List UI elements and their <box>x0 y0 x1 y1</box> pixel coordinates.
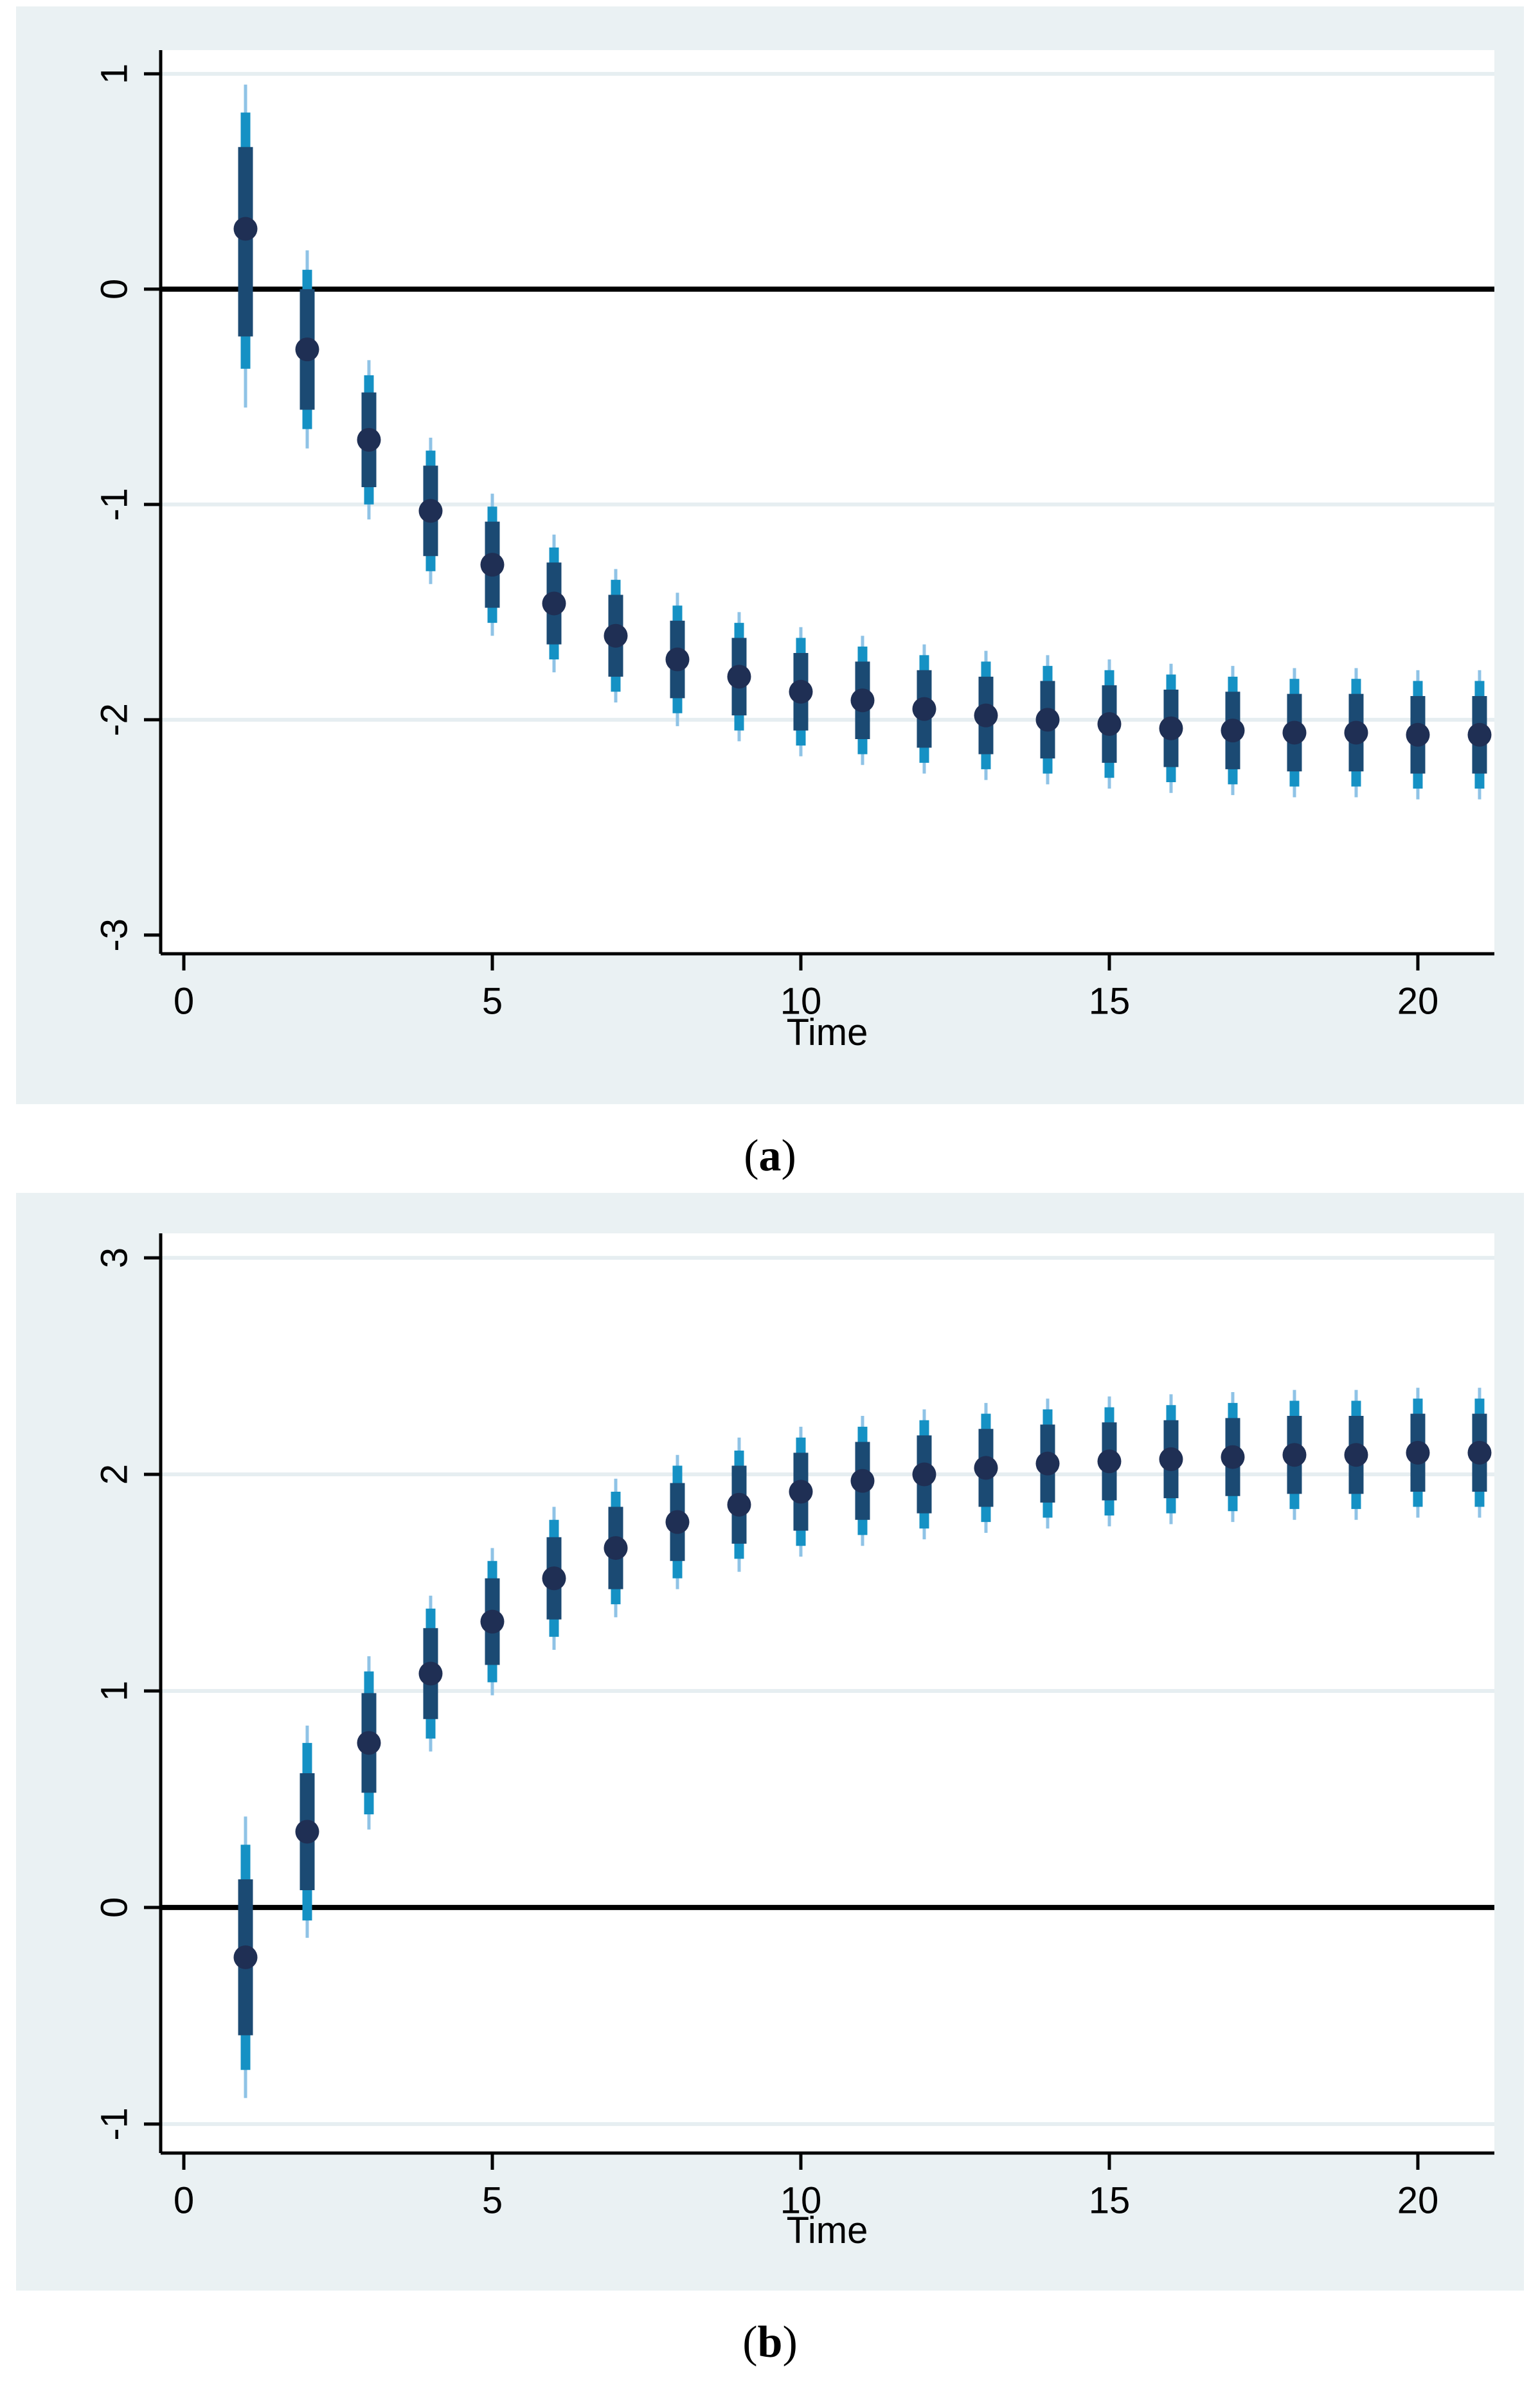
x-tick-label: 15 <box>1089 981 1131 1023</box>
point-estimate-dot <box>1282 720 1307 745</box>
point-estimate-dot <box>974 703 998 728</box>
x-tick-label: 20 <box>1397 981 1439 1023</box>
point-estimate-dot <box>1344 1443 1368 1467</box>
y-tick-label: 0 <box>94 279 136 299</box>
y-tick-label: -3 <box>94 918 136 952</box>
point-estimate-dot <box>1035 708 1060 732</box>
point-estimate-dot <box>1097 1449 1122 1474</box>
caption-b-close-paren: ) <box>782 2318 798 2367</box>
chart-b-x-axis-title: Time <box>787 2210 868 2251</box>
plot-area <box>161 1233 1494 2153</box>
point-estimate-dot <box>912 1462 936 1487</box>
caption-a-letter: a <box>758 1131 782 1181</box>
point-estimate-dot <box>542 1566 566 1591</box>
point-estimate-dot <box>418 499 443 523</box>
point-estimate-dot <box>295 337 319 362</box>
point-estimate-dot <box>480 553 505 577</box>
x-tick-label: 10 <box>780 981 822 1023</box>
x-tick-label: 5 <box>482 981 503 1023</box>
point-estimate-dot <box>850 688 875 713</box>
point-estimate-dot <box>295 1819 319 1844</box>
chart-a-canvas: 10-1-2-30 5 10 15 20 Time <box>16 6 1524 1104</box>
x-tick-label: 15 <box>1089 2180 1131 2222</box>
y-tick-label: 1 <box>94 1681 136 1701</box>
point-estimate-dot <box>1467 722 1492 747</box>
y-tick-label: 1 <box>94 64 136 84</box>
point-estimate-dot <box>727 1492 751 1517</box>
y-tick-label: -1 <box>94 488 136 521</box>
point-estimate-dot <box>604 1536 628 1560</box>
chart-a-marks: 10-1-2-30 5 10 15 20 <box>16 6 1524 1104</box>
caption-b: (b) <box>0 2317 1540 2368</box>
point-estimate-dot <box>1035 1451 1060 1476</box>
point-estimate-dot <box>418 1661 443 1686</box>
x-tick-label: 0 <box>174 981 194 1023</box>
point-estimate-dot <box>1159 1447 1183 1471</box>
point-estimate-dot <box>665 647 690 672</box>
x-tick-label: 5 <box>482 2180 503 2222</box>
point-estimate-dot <box>1406 1440 1430 1465</box>
point-estimate-dot <box>357 1731 381 1755</box>
y-tick-label: 2 <box>94 1464 136 1485</box>
point-estimate-dot <box>789 679 813 704</box>
point-estimate-dot <box>1344 720 1368 745</box>
x-tick-label: 0 <box>174 2180 194 2222</box>
point-estimate-dot <box>1221 1445 1245 1469</box>
point-estimate-dot <box>727 665 751 689</box>
point-estimate-dot <box>604 623 628 648</box>
caption-a-open-paren: ( <box>744 1131 759 1181</box>
point-estimate-dot <box>1406 722 1430 747</box>
x-tick-label: 10 <box>780 2180 822 2222</box>
y-tick-label: 0 <box>94 1897 136 1918</box>
point-estimate-dot <box>665 1510 690 1534</box>
point-estimate-dot <box>789 1480 813 1504</box>
chart-a-x-axis-title: Time <box>787 1012 868 1053</box>
y-tick-label: 3 <box>94 1247 136 1268</box>
point-estimate-dot <box>542 591 566 616</box>
point-estimate-dot <box>912 697 936 721</box>
caption-a-close-paren: ) <box>781 1131 796 1181</box>
point-estimate-dot <box>974 1456 998 1480</box>
point-estimate-dot <box>1221 719 1245 743</box>
point-estimate-dot <box>1159 716 1183 740</box>
point-estimate-dot <box>233 217 258 241</box>
point-estimate-dot <box>1282 1443 1307 1467</box>
plot-area <box>161 50 1494 954</box>
y-tick-label: -2 <box>94 703 136 737</box>
caption-b-letter: b <box>757 2318 783 2367</box>
caption-b-open-paren: ( <box>742 2318 758 2367</box>
point-estimate-dot <box>357 427 381 452</box>
point-estimate-dot <box>480 1609 505 1634</box>
point-estimate-dot <box>1467 1440 1492 1465</box>
x-tick-label: 20 <box>1397 2180 1439 2222</box>
point-estimate-dot <box>233 1945 258 1969</box>
point-estimate-dot <box>850 1469 875 1493</box>
caption-a: (a) <box>0 1131 1540 1182</box>
point-estimate-dot <box>1097 712 1122 737</box>
y-tick-label: -1 <box>94 2107 136 2141</box>
